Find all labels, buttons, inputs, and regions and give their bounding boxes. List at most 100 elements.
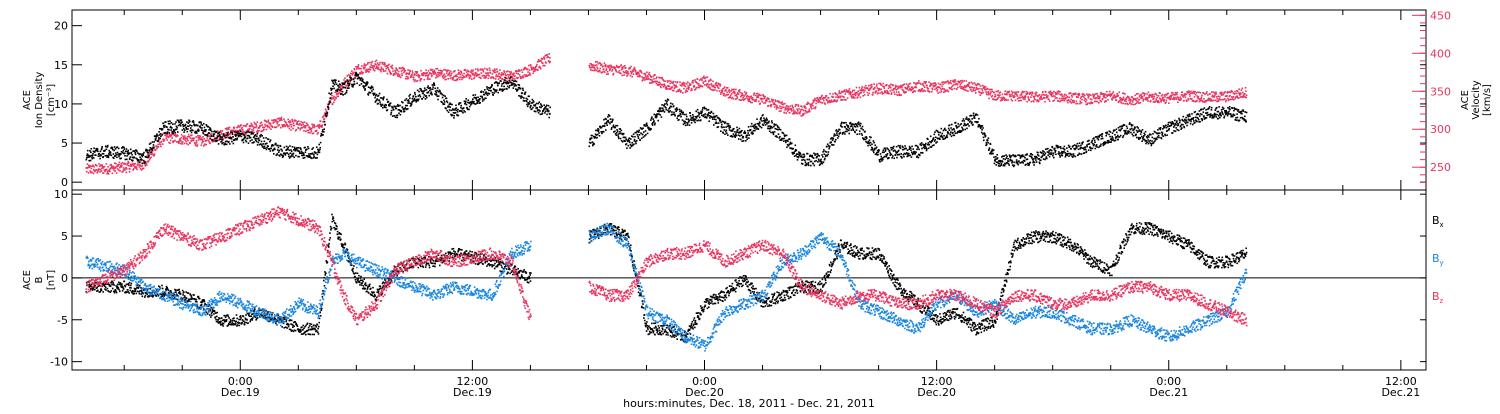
velocity-data-point [734,92,736,94]
velocity-data-point [450,75,452,77]
velocity-data-point [290,124,292,126]
velocity-data-point [752,97,754,99]
ion-density-data-point [353,79,355,81]
velocity-data-point [1219,98,1221,100]
ion-density-data-point [452,114,454,116]
velocity-data-point [804,113,806,115]
velocity-data-point [1209,93,1211,95]
velocity-data-point [759,94,761,96]
ion-density-data-point [247,135,249,137]
velocity-data-point [203,141,205,143]
velocity-data-point [690,84,692,86]
velocity-data-point [521,77,523,79]
velocity-data-point [751,102,753,104]
velocity-data-point [701,80,703,82]
velocity-data-point [210,133,212,135]
ion-density-data-point [287,147,289,149]
ion-density-data-point [527,102,529,104]
velocity-data-point [420,80,422,82]
velocity-data-point [475,68,477,70]
velocity-data-point [964,89,966,91]
ion-density-data-point [327,112,329,114]
ion-density-data-point [523,97,525,99]
velocity-data-point [519,74,521,76]
velocity-data-point [529,74,531,76]
velocity-data-point [436,74,438,76]
velocity-data-point [182,141,184,143]
velocity-data-point [668,80,670,82]
velocity-data-point [220,132,222,134]
velocity-data-point [1219,96,1221,98]
velocity-data-point [1102,98,1104,100]
velocity-data-point [858,91,860,93]
velocity-data-point [955,81,957,83]
ion-density-data-point [151,149,153,151]
ion-density-data-point [414,92,416,94]
velocity-data-point [463,73,465,75]
velocity-data-point [1175,92,1177,94]
ion-density-data-point [611,121,613,123]
ion-density-data-point [589,146,591,148]
ion-density-data-point [445,108,447,110]
ion-density-data-point [257,144,259,146]
ion-density-data-point [638,137,640,139]
velocity-data-point [392,68,394,70]
velocity-data-point [935,84,937,86]
velocity-data-point [474,74,476,76]
velocity-data-point [316,130,318,132]
velocity-data-point [740,99,742,101]
velocity-data-point [708,86,710,88]
velocity-data-point [996,91,998,93]
velocity-data-point [305,131,307,133]
velocity-data-point [1002,94,1004,96]
velocity-data-point [1193,93,1195,95]
velocity-data-point [169,142,171,144]
velocity-data-point [922,83,924,85]
velocity-data-point [121,165,123,167]
velocity-data-point [378,67,380,69]
velocity-data-point [149,159,151,161]
velocity-data-point [654,74,656,76]
velocity-data-point [1135,98,1137,100]
velocity-data-point [1183,96,1185,98]
ion-density-data-point [193,120,195,122]
ion-density-data-point [131,152,133,154]
ion-density-data-point [354,83,356,85]
velocity-data-point [331,97,333,99]
velocity-data-point [490,72,492,74]
velocity-data-point [651,79,653,81]
ion-density-data-point [650,119,652,121]
velocity-data-point [1223,94,1225,96]
velocity-data-point [421,78,423,80]
velocity-data-point [384,62,386,64]
velocity-data-point [862,95,864,97]
velocity-data-point [837,94,839,96]
velocity-data-point [602,71,604,73]
velocity-data-point [980,85,982,87]
velocity-data-point [1035,99,1037,101]
velocity-data-point [1200,100,1202,102]
velocity-data-point [414,79,416,81]
ion-density-data-point [373,89,375,91]
density-y-tick-label: 5 [61,137,68,150]
velocity-data-point [398,76,400,78]
velocity-data-point [845,93,847,95]
velocity-data-point [656,81,658,83]
velocity-data-point [125,163,127,165]
velocity-data-point [450,78,452,80]
ion-density-data-point [191,132,193,134]
velocity-data-point [604,71,606,73]
velocity-data-point [500,76,502,78]
ion-density-data-point [97,151,99,153]
velocity-data-point [961,86,963,88]
velocity-data-point [265,125,267,127]
velocity-data-point [648,78,650,80]
ion-density-data-point [196,132,198,134]
velocity-data-point [855,95,857,97]
ion-density-data-point [483,91,485,93]
ion-density-data-point [177,131,179,133]
velocity-data-point [881,91,883,93]
ion-density-data-point [657,120,659,122]
ion-density-data-point [542,112,544,114]
